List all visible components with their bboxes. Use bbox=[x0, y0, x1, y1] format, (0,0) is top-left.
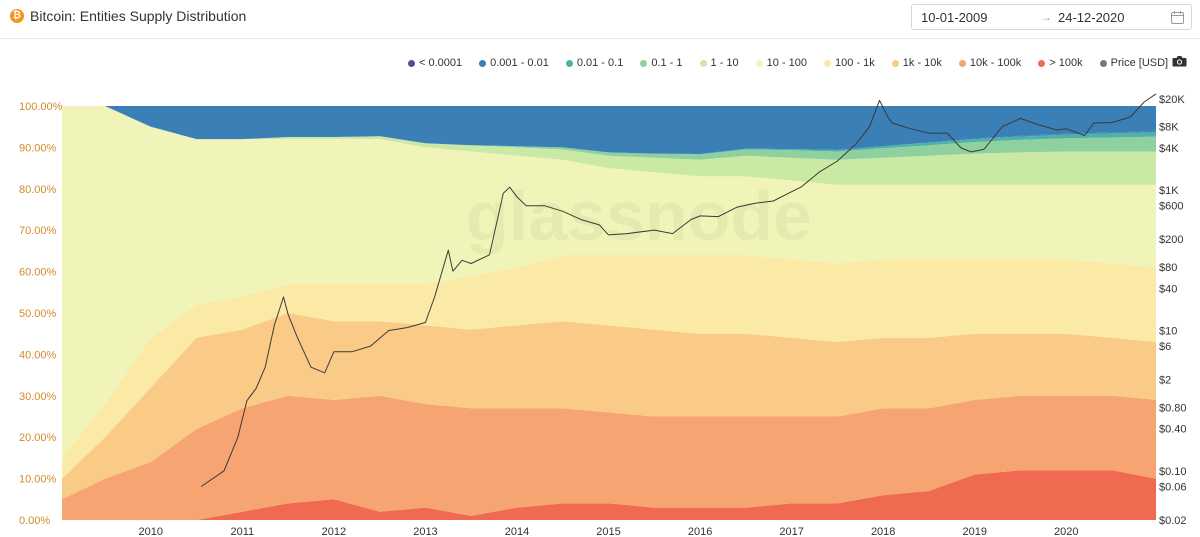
legend-swatch bbox=[891, 59, 899, 67]
y-right-tick-label: $0.06 bbox=[1159, 482, 1187, 494]
header-divider bbox=[0, 38, 1200, 39]
area-top-remainder bbox=[62, 106, 1156, 154]
y-right-tick-label: $0.40 bbox=[1159, 424, 1187, 436]
calendar-icon[interactable] bbox=[1171, 11, 1184, 24]
y-right-tick-label: $20K bbox=[1159, 94, 1185, 106]
x-tick-label: 2011 bbox=[231, 526, 255, 537]
x-tick-label: 2014 bbox=[505, 526, 529, 537]
legend-swatch bbox=[1099, 59, 1107, 67]
supply-distribution-chart: glassnode 0.00% 10.00% 20.00% 30.00% 40.00% 50… bbox=[19, 93, 1187, 537]
y-left-tick-label: 100.00% bbox=[19, 101, 63, 113]
area-1k-10k bbox=[62, 313, 1156, 500]
y-right-tick-label: $80 bbox=[1159, 262, 1177, 274]
y-right-tick-label: $0.10 bbox=[1159, 466, 1187, 478]
y-left-tick-label: 10.00% bbox=[19, 474, 57, 486]
y-right-tick-label: $10 bbox=[1159, 326, 1177, 338]
x-tick-label: 2015 bbox=[596, 526, 620, 537]
chart-legend: < 0.0001 0.001 - 0.01 0.01 - 0.1 0.1 - 1 1 -… bbox=[408, 56, 1185, 70]
legend-label: 0.1 - 1 bbox=[651, 57, 683, 69]
y-left-tick-label: 70.00% bbox=[19, 225, 57, 237]
camera-icon[interactable] bbox=[1172, 55, 1187, 67]
legend-item-10k-100k[interactable]: 10k - 100k bbox=[958, 57, 1022, 69]
legend-label: 10k - 100k bbox=[969, 57, 1022, 69]
legend-item-100k[interactable]: > 100k bbox=[1038, 57, 1083, 69]
y-right-tick-label: $600 bbox=[1159, 201, 1183, 213]
area-1-10 bbox=[62, 106, 1156, 185]
legend-item-10-100[interactable]: 10 - 100 bbox=[755, 57, 808, 69]
x-tick-label: 2017 bbox=[779, 526, 803, 537]
y-right-tick-label: $6 bbox=[1159, 341, 1171, 353]
legend-label: 0.001 - 0.01 bbox=[490, 57, 549, 69]
y-left-tick-label: 90.00% bbox=[19, 142, 57, 154]
y-left-tick-label: 80.00% bbox=[19, 184, 57, 196]
area-100-1k bbox=[62, 255, 1156, 479]
y-right-tick-label: $0.02 bbox=[1159, 515, 1187, 527]
watermark: glassnode bbox=[466, 177, 812, 255]
legend-item-0-001-0-01[interactable]: 0.001 - 0.01 bbox=[479, 57, 549, 69]
header: ₿ Bitcoin: Entities Supply Distribution … bbox=[0, 0, 1200, 36]
y-left-tick-label: 0.00% bbox=[19, 515, 50, 527]
legend-swatch bbox=[640, 59, 648, 67]
legend-swatch bbox=[824, 59, 832, 67]
legend-swatch bbox=[479, 59, 487, 67]
legend-item-1k-10k[interactable]: 1k - 10k bbox=[891, 57, 942, 69]
y-right-tick-label: $4K bbox=[1159, 143, 1179, 155]
x-tick-label: 2010 bbox=[139, 526, 163, 537]
x-tick-label: 2013 bbox=[413, 526, 437, 537]
legend-label: > 100k bbox=[1049, 57, 1083, 69]
legend-swatch bbox=[699, 59, 707, 67]
legend-swatch bbox=[565, 59, 573, 67]
legend-swatch bbox=[958, 59, 966, 67]
x-tick-label: 2020 bbox=[1054, 526, 1078, 537]
legend-label: Price [USD] bbox=[1110, 57, 1169, 69]
legend-label: 1 - 10 bbox=[710, 57, 739, 69]
chart-title: Bitcoin: Entities Supply Distribution bbox=[30, 8, 247, 24]
legend-label: 100 - 1k bbox=[835, 57, 875, 69]
area-10-100 bbox=[62, 106, 1156, 458]
arrow-right-icon: → bbox=[1040, 10, 1052, 24]
legend-label: 10 - 100 bbox=[766, 57, 808, 69]
date-end-field[interactable]: 24-12-2020 bbox=[1058, 10, 1125, 25]
legend-item-0-1-1[interactable]: 0.1 - 1 bbox=[640, 57, 683, 69]
legend-item-0-01-0-1[interactable]: 0.01 - 0.1 bbox=[565, 57, 624, 69]
x-tick-label: 2012 bbox=[322, 526, 346, 537]
legend-swatch bbox=[1038, 59, 1046, 67]
y-left-tick-label: 50.00% bbox=[19, 308, 57, 320]
legend-item-price-usd[interactable]: Price [USD] bbox=[1099, 57, 1169, 69]
legend-label: < 0.0001 bbox=[419, 57, 463, 69]
price-line bbox=[200, 93, 1157, 487]
legend-label: 1k - 10k bbox=[902, 57, 942, 69]
y-left-tick-label: 60.00% bbox=[19, 267, 57, 279]
legend-item-0-0001[interactable]: < 0.0001 bbox=[408, 57, 462, 69]
legend-label: 0.01 - 0.1 bbox=[576, 57, 624, 69]
area-100k bbox=[62, 470, 1156, 520]
y-left-tick-label: 30.00% bbox=[19, 391, 57, 403]
y-right-tick-label: $8K bbox=[1159, 122, 1179, 134]
date-range-picker[interactable]: 10-01-2009 → 24-12-2020 bbox=[911, 4, 1192, 30]
legend-item-100-1k[interactable]: 100 - 1k bbox=[824, 57, 875, 69]
y-right-tick-label: $0.80 bbox=[1159, 403, 1187, 415]
y-right-tick-label: $2 bbox=[1159, 375, 1171, 387]
x-tick-label: 2019 bbox=[962, 526, 986, 537]
date-start-field[interactable]: 10-01-2009 bbox=[921, 10, 988, 25]
y-right-tick-label: $40 bbox=[1159, 283, 1177, 295]
y-right-tick-label: $200 bbox=[1159, 234, 1183, 246]
y-left-tick-label: 40.00% bbox=[19, 349, 57, 361]
bitcoin-icon: ₿ bbox=[10, 9, 24, 23]
legend-swatch bbox=[755, 59, 763, 67]
x-tick-label: 2018 bbox=[871, 526, 895, 537]
legend-item-1-10[interactable]: 1 - 10 bbox=[699, 57, 739, 69]
x-tick-label: 2016 bbox=[688, 526, 712, 537]
legend-swatch bbox=[408, 59, 415, 67]
area-10k-100k bbox=[62, 395, 1156, 520]
y-left-tick-label: 20.00% bbox=[19, 432, 57, 444]
y-right-tick-label: $1K bbox=[1159, 185, 1179, 197]
